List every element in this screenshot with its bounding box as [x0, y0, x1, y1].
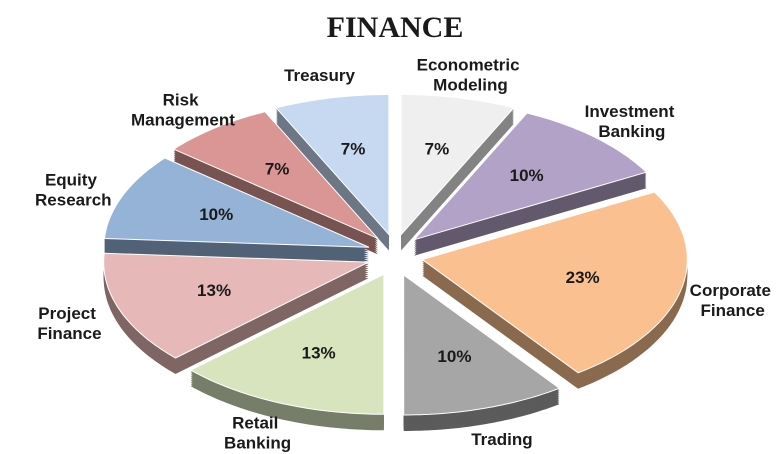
category-label: Retail Banking [224, 414, 291, 453]
slice [421, 191, 688, 374]
slice [189, 273, 385, 415]
category-label: Treasury [284, 66, 355, 85]
category-label: Investment Banking [585, 103, 679, 142]
slice [412, 112, 648, 241]
slice [275, 94, 390, 236]
category-label: Risk Management [131, 91, 235, 130]
category-label: Equity Research [35, 171, 112, 210]
value-label: 23% [566, 268, 600, 287]
value-label: 7% [425, 139, 450, 158]
slice [400, 94, 515, 236]
category-label: Corporate Finance [690, 282, 776, 321]
value-label: 10% [437, 347, 471, 366]
value-label: 7% [265, 159, 290, 178]
slice [172, 111, 379, 239]
value-label: 10% [199, 205, 233, 224]
chart-title: FINANCE [327, 11, 464, 44]
slices [103, 94, 688, 416]
value-label: 7% [341, 139, 366, 158]
value-label: 13% [302, 343, 336, 362]
value-label: 10% [510, 166, 544, 185]
slice [403, 273, 561, 416]
category-label: Project Finance [37, 305, 101, 344]
category-label: Econometric Modeling [417, 56, 525, 95]
category-label: Trading [471, 430, 532, 449]
value-label: 13% [197, 281, 231, 300]
slice [103, 157, 370, 248]
slice [103, 252, 369, 359]
